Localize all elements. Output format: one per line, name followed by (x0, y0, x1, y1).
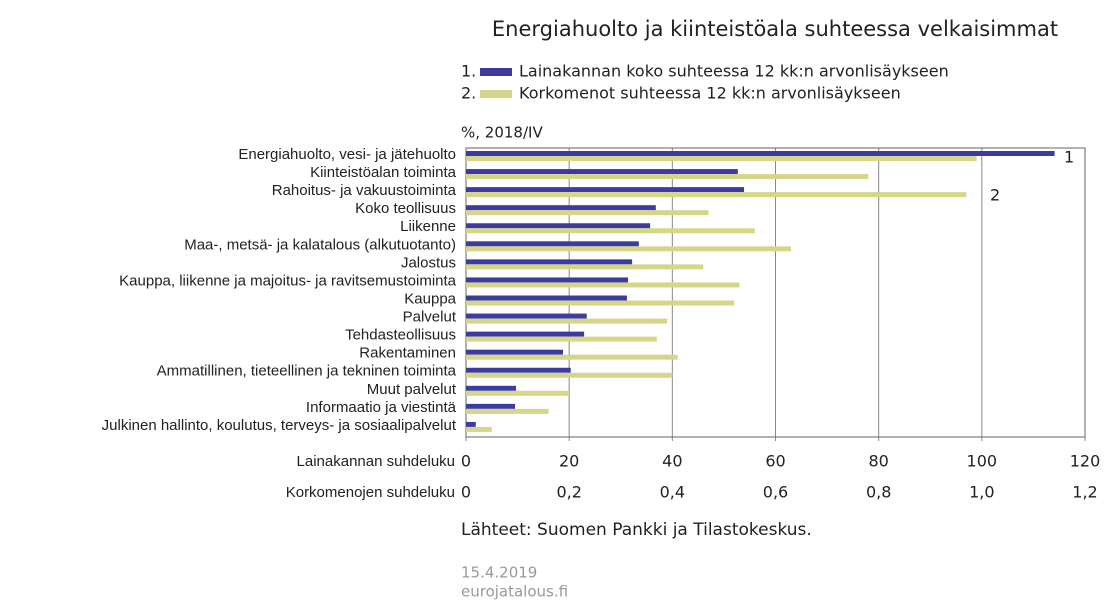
bar (466, 426, 492, 432)
plot-frame (465, 147, 1086, 438)
bar (466, 264, 704, 270)
bar (466, 169, 738, 175)
category-label: Muut palvelut (367, 381, 457, 398)
bar (466, 336, 657, 342)
bar (466, 205, 656, 211)
bar (466, 331, 585, 337)
series-end-label: 1 (1064, 148, 1074, 167)
x2-tick-label: 1,2 (1072, 483, 1097, 502)
category-label: Liikenne (400, 218, 456, 235)
x2-tick-label: 0,4 (660, 483, 685, 502)
category-label: Palvelut (403, 309, 457, 326)
unit-label: %, 2018/IV (461, 124, 543, 142)
bar (466, 318, 668, 324)
legend-number: 1. (461, 62, 476, 81)
category-label: Koko teollisuus (355, 200, 456, 217)
legend-label: Korkomenot suhteessa 12 kk:n arvonlisäyk… (519, 84, 901, 103)
bar (466, 354, 678, 360)
bar (466, 349, 563, 355)
category-label: Kauppa (404, 290, 456, 307)
x2-tick-label: 1,0 (969, 483, 994, 502)
bar (466, 210, 709, 216)
bar (466, 223, 651, 229)
bar (466, 300, 735, 306)
bar (466, 259, 633, 265)
category-label: Maa-, metsä- ja kalatalous (alkutuotanto… (184, 236, 456, 253)
x-axis-label: Lainakannan suhdeluku (297, 453, 455, 470)
x-tick-label: 80 (868, 452, 888, 471)
category-label: Rakentaminen (359, 345, 456, 362)
x2-tick-label: 0 (461, 483, 471, 502)
category-label: Energiahuolto, vesi- ja jätehuolto (238, 146, 456, 163)
category-label: Julkinen hallinto, koulutus, terveys- ja… (102, 417, 457, 434)
bar (466, 408, 549, 414)
category-label: Kiinteistöalan toiminta (310, 164, 457, 181)
x-tick-label: 20 (559, 452, 579, 471)
bar (466, 277, 628, 283)
x2-axis-label: Korkomenojen suhdeluku (286, 484, 455, 501)
category-label: Jalostus (401, 254, 456, 271)
category-label: Informaatio ja viestintä (306, 399, 457, 416)
bar (466, 174, 869, 180)
x-tick-label: 60 (765, 452, 785, 471)
bar (466, 367, 571, 373)
x-tick-label: 100 (967, 452, 998, 471)
legend-label: Lainakannan koko suhteessa 12 kk:n arvon… (519, 62, 949, 81)
bar (466, 156, 977, 161)
chart-title: Energiahuolto ja kiinteistöala suhteessa… (492, 17, 1058, 41)
site: eurojatalous.fi (461, 583, 568, 601)
bar (466, 187, 745, 193)
category-label: Tehdasteollisuus (345, 327, 456, 344)
legend-swatch (480, 90, 512, 98)
legend-number: 2. (461, 84, 476, 103)
bar (466, 295, 627, 301)
category-label: Kauppa, liikenne ja majoitus- ja ravitse… (119, 272, 456, 289)
source: Lähteet: Suomen Pankki ja Tilastokeskus. (461, 520, 812, 540)
bar (466, 390, 570, 396)
series-end-label: 2 (990, 186, 1000, 205)
bar (466, 192, 967, 198)
bar (466, 403, 516, 409)
bar (466, 385, 517, 391)
legend-swatch (480, 68, 512, 76)
bar (466, 282, 740, 288)
bar (466, 313, 587, 319)
x2-tick-label: 0,2 (556, 483, 581, 502)
bar (466, 241, 639, 247)
x-tick-label: 0 (461, 452, 471, 471)
bar (466, 151, 1055, 156)
date: 15.4.2019 (461, 564, 537, 582)
category-label: Rahoitus- ja vakuustoiminta (272, 182, 457, 199)
x2-tick-label: 0,6 (763, 483, 788, 502)
x2-tick-label: 0,8 (866, 483, 891, 502)
x-tick-label: 120 (1070, 452, 1101, 471)
category-label: Ammatillinen, tieteellinen ja tekninen t… (157, 363, 457, 380)
bar (466, 228, 755, 234)
bar (466, 421, 476, 427)
bar (466, 372, 673, 378)
bar (466, 246, 791, 252)
x-tick-label: 40 (662, 452, 682, 471)
